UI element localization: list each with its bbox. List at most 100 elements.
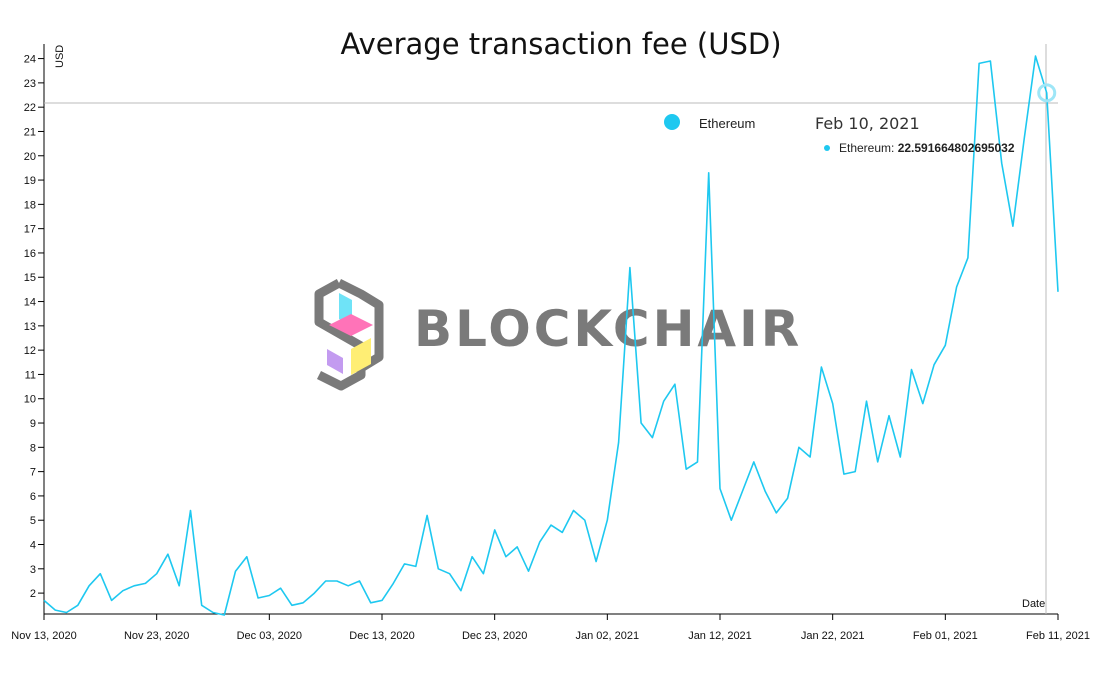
data-point bbox=[978, 62, 981, 65]
x-tick-label: Dec 13, 2020 bbox=[349, 630, 414, 642]
data-point bbox=[1000, 162, 1003, 165]
data-point bbox=[166, 553, 169, 556]
data-point bbox=[268, 594, 271, 597]
series-line-ethereum bbox=[43, 55, 1059, 616]
y-tick-label: 17 bbox=[24, 224, 36, 236]
data-point bbox=[933, 363, 936, 366]
data-point bbox=[1045, 91, 1048, 94]
data-point bbox=[1011, 225, 1014, 228]
y-tick-label: 6 bbox=[30, 491, 36, 503]
data-point bbox=[155, 572, 158, 575]
chart-title: Average transaction fee (USD) bbox=[340, 27, 781, 61]
data-point bbox=[471, 555, 474, 558]
data-point bbox=[752, 460, 755, 463]
data-point bbox=[888, 414, 891, 417]
x-ticks: Nov 13, 2020 Nov 23, 2020 Dec 03, 2020 Dec … bbox=[11, 614, 1090, 642]
data-point bbox=[392, 582, 395, 585]
data-point bbox=[583, 519, 586, 522]
data-point bbox=[820, 366, 823, 369]
data-point bbox=[966, 256, 969, 259]
data-point bbox=[797, 446, 800, 449]
legend-marker-ethereum bbox=[664, 114, 680, 130]
data-point bbox=[381, 599, 384, 602]
y-tick-label: 4 bbox=[30, 540, 36, 552]
data-point bbox=[561, 531, 564, 534]
data-point bbox=[550, 524, 553, 527]
data-point bbox=[651, 436, 654, 439]
data-point bbox=[786, 497, 789, 500]
data-point bbox=[347, 584, 350, 587]
y-tick-label: 16 bbox=[24, 248, 36, 260]
y-tick-label: 22 bbox=[24, 102, 36, 114]
x-tick-label: Feb 11, 2021 bbox=[1026, 630, 1090, 642]
tooltip-value: 22.591664802695032 bbox=[898, 141, 1015, 155]
y-tick-label: 8 bbox=[30, 442, 36, 454]
data-point bbox=[640, 422, 643, 425]
watermark-text: BLOCKCHAIR bbox=[414, 300, 802, 358]
data-point bbox=[1023, 137, 1026, 140]
y-tick-label: 5 bbox=[30, 515, 36, 527]
data-point bbox=[809, 456, 812, 459]
x-tick-label: Nov 23, 2020 bbox=[124, 630, 189, 642]
data-point bbox=[955, 286, 958, 289]
y-tick-label: 12 bbox=[24, 345, 36, 357]
y-tick-label: 14 bbox=[24, 297, 36, 309]
tooltip-date: Feb 10, 2021 bbox=[815, 114, 920, 133]
data-point bbox=[133, 584, 136, 587]
data-point bbox=[144, 582, 147, 585]
y-tick-label: 11 bbox=[25, 369, 36, 381]
data-point bbox=[876, 460, 879, 463]
x-tick-label: Nov 13, 2020 bbox=[11, 630, 76, 642]
watermark: BLOCKCHAIR bbox=[314, 278, 802, 391]
y-tick-label: 20 bbox=[24, 151, 36, 163]
data-point bbox=[302, 601, 305, 604]
data-point bbox=[212, 611, 215, 614]
axes bbox=[43, 44, 1058, 615]
data-point bbox=[854, 470, 857, 473]
data-point bbox=[324, 580, 327, 583]
y-tick-label: 7 bbox=[30, 467, 36, 479]
legend[interactable]: Ethereum bbox=[664, 114, 755, 131]
data-point bbox=[572, 509, 575, 512]
y-tick-label: 13 bbox=[24, 321, 36, 333]
data-point bbox=[459, 589, 462, 592]
data-point bbox=[527, 570, 530, 573]
data-point bbox=[696, 460, 699, 463]
data-point bbox=[76, 604, 79, 607]
data-point bbox=[741, 490, 744, 493]
data-point bbox=[223, 614, 226, 617]
data-point bbox=[1057, 290, 1060, 293]
data-point bbox=[426, 514, 429, 517]
data-point bbox=[335, 580, 338, 583]
data-point bbox=[234, 570, 237, 573]
data-point bbox=[538, 541, 541, 544]
data-point bbox=[831, 402, 834, 405]
data-point bbox=[448, 572, 451, 575]
y-tick-label: 10 bbox=[24, 394, 36, 406]
data-point bbox=[685, 468, 688, 471]
data-point bbox=[764, 490, 767, 493]
y-tick-label: 23 bbox=[24, 78, 36, 90]
blockchair-logo-icon bbox=[314, 278, 384, 391]
tooltip: Feb 10, 2021 Ethereum: 22.59166480269503… bbox=[815, 114, 1015, 155]
data-point bbox=[595, 560, 598, 563]
data-point bbox=[358, 580, 361, 583]
tooltip-row: Ethereum: 22.591664802695032 bbox=[839, 141, 1015, 155]
data-point bbox=[504, 555, 507, 558]
data-point bbox=[1034, 55, 1037, 58]
data-point bbox=[313, 592, 316, 595]
data-point bbox=[707, 171, 710, 174]
y-tick-label: 18 bbox=[24, 199, 36, 211]
data-point bbox=[775, 511, 778, 514]
data-point bbox=[921, 402, 924, 405]
tooltip-series-label: Ethereum: bbox=[839, 141, 894, 155]
data-point bbox=[65, 611, 68, 614]
x-tick-label: Jan 22, 2021 bbox=[801, 630, 865, 642]
data-point bbox=[944, 344, 947, 347]
data-point bbox=[369, 601, 372, 604]
data-point bbox=[54, 609, 57, 612]
data-point bbox=[628, 266, 631, 269]
data-point bbox=[493, 528, 496, 531]
